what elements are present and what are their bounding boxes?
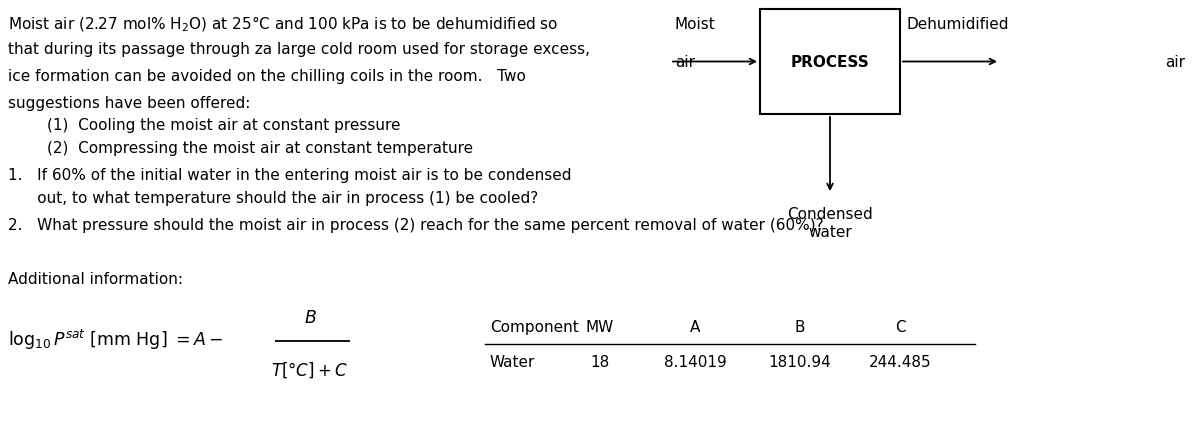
- Text: 244.485: 244.485: [869, 354, 931, 369]
- Text: $\log_{10} P^{sat}$ [mm Hg] $= A -$: $\log_{10} P^{sat}$ [mm Hg] $= A -$: [8, 327, 223, 351]
- Text: Moist air (2.27 mol% H$_2$O) at 25°C and 100 kPa is to be dehumidified so: Moist air (2.27 mol% H$_2$O) at 25°C and…: [8, 15, 558, 34]
- Text: Component: Component: [490, 319, 578, 334]
- Text: 2.   What pressure should the moist air in process (2) reach for the same percen: 2. What pressure should the moist air in…: [8, 217, 823, 233]
- Text: Condensed: Condensed: [787, 207, 872, 221]
- Text: C: C: [895, 319, 905, 334]
- Text: 8.14019: 8.14019: [664, 354, 726, 369]
- Text: ice formation can be avoided on the chilling coils in the room.   Two: ice formation can be avoided on the chil…: [8, 69, 526, 84]
- Text: $T[°C] + C$: $T[°C] + C$: [271, 359, 348, 378]
- Text: air: air: [1165, 55, 1186, 70]
- Text: 1810.94: 1810.94: [769, 354, 832, 369]
- Text: Water: Water: [490, 354, 535, 369]
- Text: Dehumidified: Dehumidified: [907, 17, 1009, 32]
- Text: MW: MW: [586, 319, 614, 334]
- Text: A: A: [690, 319, 700, 334]
- Text: Moist: Moist: [674, 17, 715, 32]
- Text: water: water: [808, 224, 852, 240]
- Text: B: B: [794, 319, 805, 334]
- Text: (2)  Compressing the moist air at constant temperature: (2) Compressing the moist air at constan…: [8, 141, 473, 156]
- Text: 18: 18: [590, 354, 610, 369]
- Text: that during its passage through za large cold room used for storage excess,: that during its passage through za large…: [8, 42, 590, 57]
- Text: (1)  Cooling the moist air at constant pressure: (1) Cooling the moist air at constant pr…: [8, 118, 401, 133]
- Text: 1.   If 60% of the initial water in the entering moist air is to be condensed: 1. If 60% of the initial water in the en…: [8, 168, 571, 183]
- Text: air: air: [674, 55, 695, 70]
- Text: out, to what temperature should the air in process (1) be cooled?: out, to what temperature should the air …: [8, 191, 539, 206]
- Text: $B$: $B$: [304, 308, 317, 326]
- Bar: [760, 10, 900, 115]
- Text: Additional information:: Additional information:: [8, 271, 182, 286]
- Text: suggestions have been offered:: suggestions have been offered:: [8, 96, 251, 111]
- Text: PROCESS: PROCESS: [791, 55, 869, 70]
